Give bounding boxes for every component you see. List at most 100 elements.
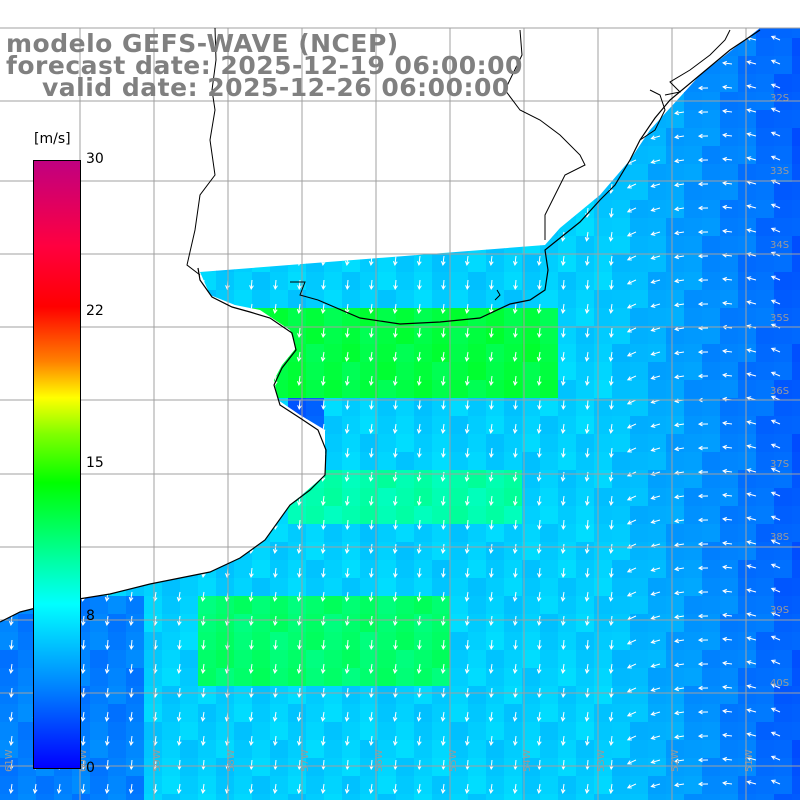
wind-speed-cell xyxy=(612,182,631,201)
wind-speed-cell xyxy=(90,740,109,759)
wind-speed-cell xyxy=(792,236,800,255)
wind-speed-cell xyxy=(216,344,235,363)
wind-speed-cell xyxy=(576,416,595,435)
wind-speed-cell xyxy=(684,290,703,309)
wind-arrow xyxy=(416,351,422,362)
wind-speed-cell xyxy=(792,560,800,579)
wind-arrow xyxy=(416,471,422,482)
wind-speed-cell xyxy=(378,434,397,453)
wind-speed-cell xyxy=(558,740,577,759)
wind-arrow xyxy=(393,327,398,338)
wind-arrow xyxy=(512,495,518,506)
wind-speed-cell xyxy=(720,200,739,219)
wind-speed-cell xyxy=(324,416,343,435)
wind-speed-cell xyxy=(612,776,631,795)
wind-speed-cell xyxy=(702,794,721,800)
wind-speed-cell xyxy=(126,722,145,741)
wind-arrow xyxy=(440,711,446,722)
wind-speed-cell xyxy=(0,470,19,489)
wind-arrow xyxy=(272,111,278,122)
wind-speed-cell xyxy=(324,308,343,327)
wind-arrow xyxy=(368,471,374,482)
wind-speed-cell xyxy=(270,614,289,633)
wind-arrow xyxy=(626,519,637,525)
wind-arrow xyxy=(722,708,733,714)
wind-speed-cell xyxy=(162,596,181,615)
wind-speed-cell xyxy=(234,668,253,687)
wind-arrow xyxy=(224,495,230,506)
wind-speed-cell xyxy=(126,434,145,453)
wind-speed-cell xyxy=(576,308,595,327)
wind-speed-cell xyxy=(522,650,541,669)
wind-speed-cell xyxy=(648,218,667,237)
wind-speed-cell xyxy=(666,28,685,39)
wind-speed-cell xyxy=(396,182,415,201)
wind-arrow xyxy=(697,733,709,739)
wind-speed-cell xyxy=(216,362,235,381)
wind-speed-cell xyxy=(432,542,451,561)
wind-speed-cell xyxy=(774,416,793,435)
wind-arrow xyxy=(416,183,422,194)
wind-arrow xyxy=(440,375,446,386)
wind-speed-cell xyxy=(396,794,415,800)
wind-speed-cell xyxy=(648,578,667,597)
wind-speed-cell xyxy=(630,380,649,399)
wind-speed-cell xyxy=(774,290,793,309)
wind-speed-cell xyxy=(702,308,721,327)
wind-speed-cell xyxy=(216,380,235,399)
wind-speed-cell xyxy=(738,704,757,723)
wind-arrow xyxy=(32,783,38,794)
wind-speed-cell xyxy=(252,182,271,201)
wind-speed-cell xyxy=(450,272,469,291)
wind-speed-cell xyxy=(738,758,757,777)
wind-arrow xyxy=(770,731,781,737)
wind-arrow xyxy=(80,471,86,482)
wind-speed-cell xyxy=(702,686,721,705)
wind-speed-cell xyxy=(234,686,253,705)
wind-speed-cell xyxy=(108,542,127,561)
wind-speed-cell xyxy=(234,218,253,237)
wind-speed-cell xyxy=(252,452,271,471)
wind-arrow xyxy=(770,779,781,785)
wind-speed-cell xyxy=(594,146,613,165)
wind-speed-cell xyxy=(738,362,757,381)
wind-arrow xyxy=(344,471,350,482)
wind-speed-cell xyxy=(540,506,559,525)
wind-arrow xyxy=(249,519,254,531)
wind-speed-cell xyxy=(720,596,739,615)
wind-arrow xyxy=(513,159,518,171)
wind-speed-cell xyxy=(396,452,415,471)
wind-speed-cell xyxy=(198,254,217,273)
wind-speed-cell xyxy=(198,218,217,237)
wind-speed-cell xyxy=(144,632,163,651)
wind-speed-cell xyxy=(360,470,379,489)
wind-speed-cell xyxy=(504,218,523,237)
wind-arrow xyxy=(392,255,398,266)
wind-speed-cell xyxy=(270,632,289,651)
wind-arrow xyxy=(296,135,302,146)
wind-speed-cell xyxy=(684,398,703,417)
wind-arrow xyxy=(650,159,661,164)
wind-speed-cell xyxy=(378,416,397,435)
wind-arrow xyxy=(697,349,709,355)
wind-speed-cell xyxy=(0,344,19,363)
wind-speed-cell xyxy=(576,596,595,615)
wind-arrow xyxy=(674,278,685,284)
wind-arrow xyxy=(770,59,781,65)
wind-speed-cell xyxy=(792,632,800,651)
wind-speed-cell xyxy=(270,146,289,165)
wind-speed-cell xyxy=(180,380,199,399)
wind-speed-cell xyxy=(144,722,163,741)
wind-speed-cell xyxy=(522,416,541,435)
wind-speed-cell xyxy=(180,614,199,633)
wind-speed-cell xyxy=(486,28,505,39)
wind-speed-cell xyxy=(720,560,739,579)
wind-speed-cell xyxy=(342,290,361,309)
wind-arrow xyxy=(608,783,614,794)
wind-speed-cell xyxy=(540,182,559,201)
wind-speed-cell xyxy=(522,470,541,489)
wind-arrow xyxy=(272,663,278,674)
wind-speed-cell xyxy=(612,128,631,147)
wind-speed-cell xyxy=(666,254,685,273)
wind-speed-cell xyxy=(414,542,433,561)
